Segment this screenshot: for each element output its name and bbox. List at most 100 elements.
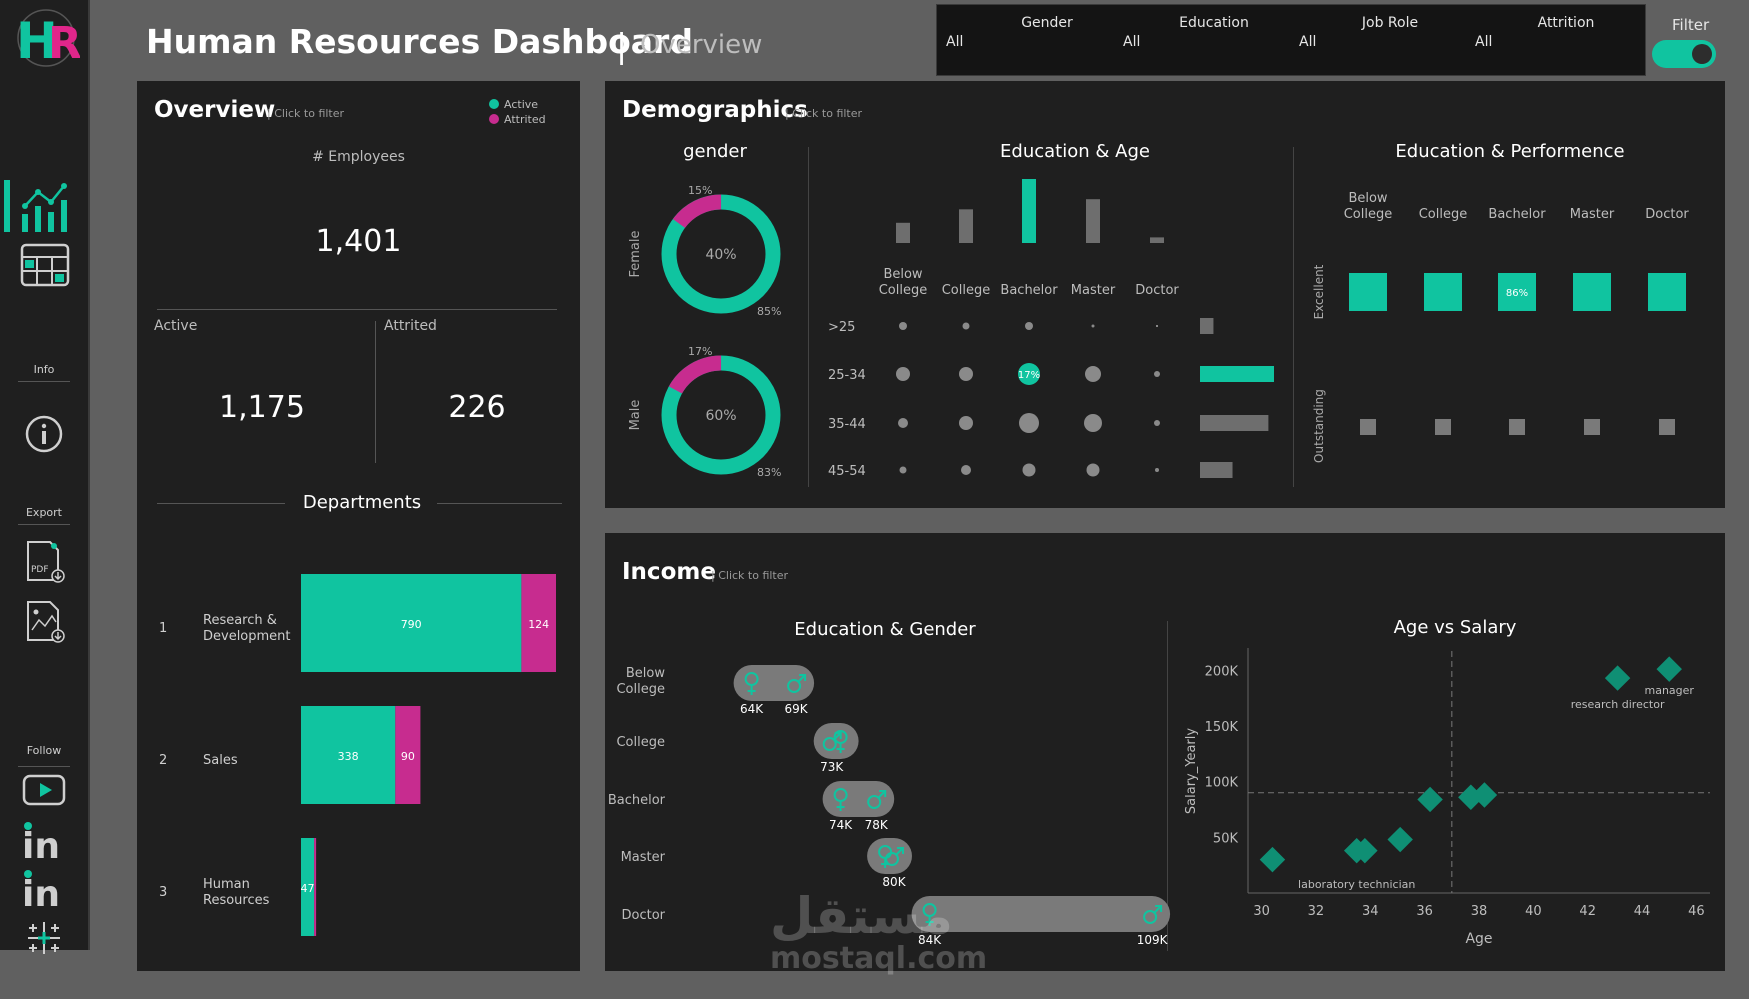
y-axis-label: Salary_Yearly <box>1184 728 1199 814</box>
table-page-icon[interactable] <box>20 243 70 287</box>
page-subtitle: Overview <box>640 30 763 60</box>
filter-toggle-label: Filter <box>1672 16 1710 34</box>
age-edu-bubble[interactable] <box>962 322 970 330</box>
scatter-point[interactable] <box>1352 837 1378 864</box>
age-edu-bubble[interactable] <box>959 416 973 430</box>
age-edu-bubble[interactable] <box>1084 414 1102 432</box>
employees-label: # Employees <box>312 149 405 165</box>
age-edu-bubble[interactable] <box>1019 413 1039 433</box>
youtube-icon[interactable] <box>22 774 66 808</box>
linkedin-icon-2[interactable]: in <box>22 868 66 910</box>
male-icon <box>787 674 807 693</box>
income-range-pill[interactable] <box>911 896 1171 932</box>
divider-vertical <box>1293 147 1294 487</box>
info-icon[interactable] <box>24 414 64 454</box>
perf-edu-label: Doctor <box>1645 207 1689 222</box>
perf-excellent-square[interactable] <box>1498 273 1536 311</box>
dept-rank: 3 <box>159 885 167 900</box>
income-range-pill[interactable] <box>822 781 895 817</box>
active-nav-indicator <box>4 180 10 232</box>
demographics-hint: | Click to filter <box>785 107 863 120</box>
age-edu-bubble[interactable] <box>1091 324 1095 328</box>
donut-active-pct: 85% <box>757 305 781 318</box>
x-tick-label: 38 <box>1471 904 1488 919</box>
perf-edu-label: Below College <box>1344 191 1393 222</box>
overview-panel: Overview | Click to filter Active Attrit… <box>137 81 580 971</box>
divider <box>157 503 285 504</box>
scatter-point[interactable] <box>1387 826 1413 853</box>
dept-attrited-label: 124 <box>528 618 549 631</box>
age-edu-bubble[interactable] <box>1154 420 1160 426</box>
dept-bar-active[interactable] <box>301 574 522 672</box>
filter-attrition-select[interactable]: All <box>1475 34 1493 50</box>
age-edu-bubble[interactable] <box>899 322 907 330</box>
divider-vertical <box>808 147 809 487</box>
sidebar: H R Info Export PDF Follow <box>0 0 90 954</box>
filter-toggle[interactable] <box>1652 40 1716 68</box>
age-label: 45-54 <box>828 464 866 479</box>
edu-gender-row-label: Master <box>621 850 666 865</box>
age-count-bar <box>1200 318 1214 334</box>
export-image-icon[interactable] <box>24 598 68 646</box>
male-icon-circle <box>867 795 882 809</box>
filter-education-select[interactable]: All <box>1123 34 1141 50</box>
filter-jobrole-select[interactable]: All <box>1299 34 1317 50</box>
perf-edu-label: Master <box>1570 207 1615 222</box>
x-tick-label: 44 <box>1634 904 1651 919</box>
perf-excellent-square[interactable] <box>1573 273 1611 311</box>
scatter-point[interactable] <box>1259 846 1286 873</box>
x-tick-label: 46 <box>1688 904 1705 919</box>
dept-active-label: 47 <box>301 882 315 895</box>
employees-count[interactable]: 1,401 <box>315 224 402 259</box>
filter-gender-select[interactable]: All <box>946 34 964 50</box>
tableau-icon[interactable] <box>24 918 64 958</box>
perf-highlight-label: 86% <box>1506 288 1528 299</box>
linkedin-icon[interactable]: in <box>22 820 66 862</box>
edu-count-bar <box>1022 179 1036 243</box>
age-edu-bubble[interactable] <box>1022 463 1036 477</box>
perf-edu-label: Bachelor <box>1488 207 1546 222</box>
export-pdf-icon[interactable]: PDF <box>24 538 68 586</box>
scatter-point[interactable] <box>1656 656 1682 682</box>
y-tick-label: 200K <box>1205 664 1239 679</box>
age-edu-bubble[interactable] <box>1154 371 1160 377</box>
active-count[interactable]: 1,175 <box>219 390 305 425</box>
dept-bar-active[interactable] <box>301 838 315 936</box>
age-edu-bubble[interactable] <box>959 367 973 381</box>
dept-bar-active[interactable] <box>301 706 396 804</box>
edu-count-bar <box>1086 199 1100 243</box>
perf-excellent-square[interactable] <box>1349 273 1387 311</box>
female-income-label: 74K <box>829 818 853 832</box>
income-range-pill[interactable] <box>733 665 815 701</box>
age-edu-bubble[interactable] <box>1085 366 1101 382</box>
donut-attrited-arc[interactable] <box>650 344 791 485</box>
age-edu-bubble[interactable] <box>1018 363 1040 385</box>
demographics-charts: 40% 15% 85% Female 60% 17% 83% Male Below College… <box>628 179 1689 485</box>
age-edu-bubble[interactable] <box>1086 463 1100 477</box>
age-edu-bubble[interactable] <box>899 466 907 474</box>
age-edu-bubble[interactable] <box>961 465 971 475</box>
male-income-label: 69K <box>785 702 809 716</box>
perf-excellent-square[interactable] <box>1648 273 1686 311</box>
donut-attrited-pct: 15% <box>688 184 712 197</box>
edu-label: College <box>942 283 991 298</box>
legend-attrited-swatch <box>489 114 499 124</box>
age-edu-bubble[interactable] <box>896 367 910 381</box>
x-tick-label: 32 <box>1308 904 1325 919</box>
overview-page-icon[interactable] <box>18 180 74 234</box>
watermark-arabic: مستقل <box>770 887 953 945</box>
dept-bar-attrited[interactable] <box>521 574 556 672</box>
age-edu-bubble[interactable] <box>1155 468 1159 472</box>
scatter-point[interactable] <box>1417 786 1443 813</box>
dept-bar-attrited[interactable] <box>395 706 421 804</box>
scatter-point[interactable] <box>1604 665 1631 691</box>
age-edu-bubble[interactable] <box>898 418 908 428</box>
income-charts: Below College 64K 69K College 73K Bachelor 74K 7… <box>608 648 1710 947</box>
edu-label: Bachelor <box>1000 283 1058 298</box>
perf-excellent-square[interactable] <box>1424 273 1462 311</box>
age-edu-bubble[interactable] <box>1025 322 1033 330</box>
legend-active-label: Active <box>504 98 539 111</box>
edu-label: Doctor <box>1135 283 1179 298</box>
svg-text:in: in <box>22 826 60 862</box>
attrited-count[interactable]: 226 <box>448 390 506 425</box>
